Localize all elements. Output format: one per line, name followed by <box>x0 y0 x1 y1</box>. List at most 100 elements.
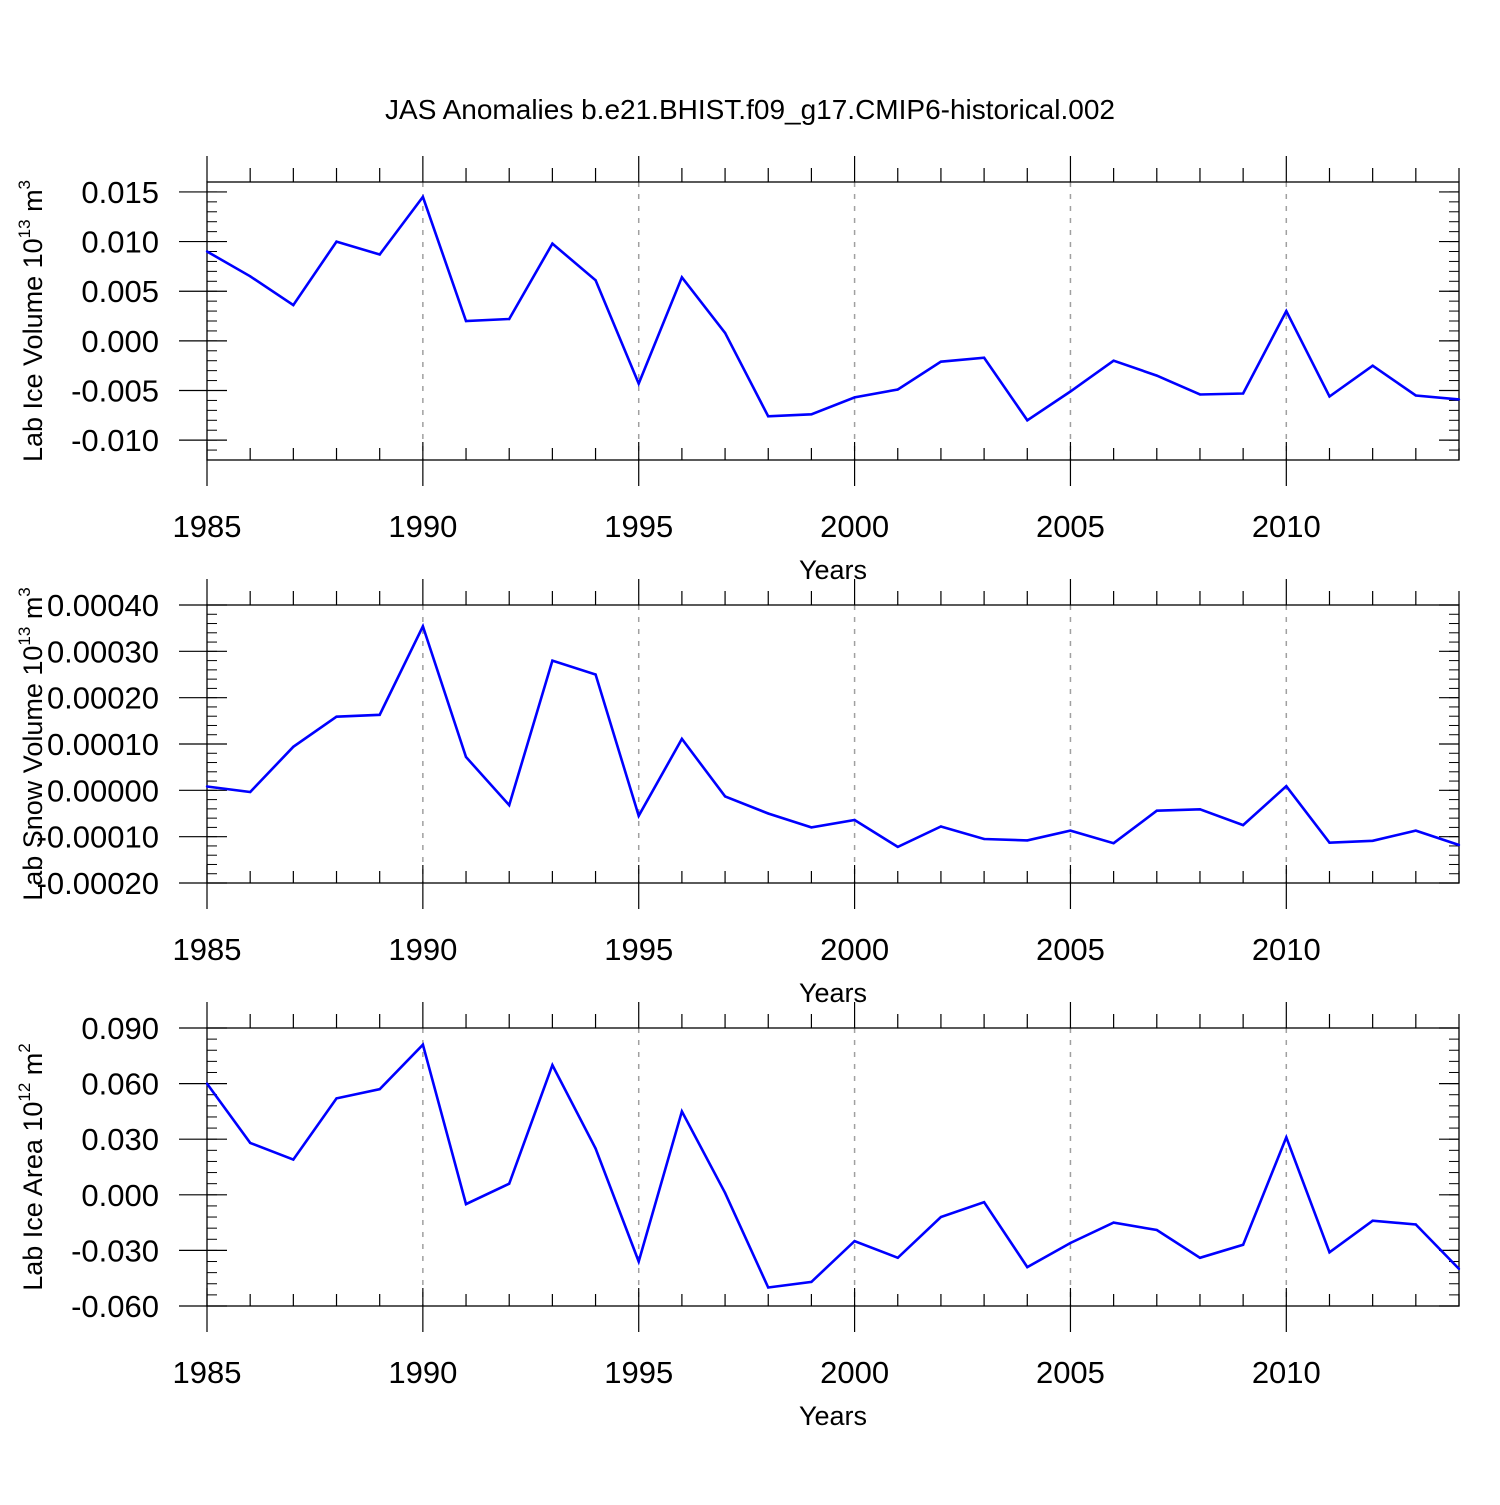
x-tick-label: 1985 <box>173 932 242 967</box>
data-point <box>464 1202 468 1206</box>
data-point <box>767 415 770 418</box>
data-point <box>378 713 381 717</box>
data-point <box>378 253 381 256</box>
data-point <box>1026 1265 1029 1269</box>
y-tick-label: 0.00010 <box>47 727 159 762</box>
data-point <box>551 1063 554 1067</box>
series-line <box>206 194 1460 423</box>
x-axis-label: Years <box>799 555 867 585</box>
data-point <box>1026 419 1029 422</box>
y-axis-label-unit-exponent: 2 <box>15 1043 34 1052</box>
data-point <box>594 1147 597 1150</box>
y-tick-label: -0.030 <box>71 1233 159 1268</box>
y-tick-label: 0.00040 <box>47 588 159 623</box>
data-point <box>248 790 252 794</box>
x-tick-label: 1995 <box>604 1355 673 1390</box>
x-tick-label: 2005 <box>1036 509 1105 544</box>
data-point <box>1285 784 1288 788</box>
data-point <box>723 795 727 798</box>
data-point <box>939 360 943 363</box>
data-point <box>1112 359 1115 362</box>
data-point <box>1241 1243 1245 1247</box>
data-point <box>1155 809 1158 812</box>
y-tick-label: 0.030 <box>81 1122 159 1157</box>
data-point <box>421 195 425 199</box>
panels: -0.010 -0.005 0.000 0.005 0.010 0.015 1985 1990… <box>15 156 1461 1431</box>
y-axis-label-unit: m <box>18 1053 48 1083</box>
y-axis-label-text: Lab Snow Volume 10 <box>18 646 48 901</box>
y-axis-label-exponent: 13 <box>15 219 34 238</box>
y-tick-label: 0.00000 <box>47 773 159 808</box>
data-point <box>637 814 640 818</box>
y-axis-label-unit-exponent: 3 <box>15 180 34 189</box>
x-tick-label: 1995 <box>604 509 673 544</box>
data-point <box>853 396 856 399</box>
x-tick-label: 2010 <box>1252 1355 1321 1390</box>
data-point <box>594 673 597 676</box>
data-point <box>810 826 813 829</box>
data-point <box>767 1286 770 1289</box>
data-point <box>1414 1223 1418 1226</box>
data-point <box>982 1201 986 1204</box>
y-tick-label: -0.060 <box>71 1289 159 1324</box>
panel-3: -0.060 -0.030 0.000 0.030 0.060 0.090 1985 1990… <box>15 1002 1461 1431</box>
data-point <box>1328 1251 1331 1254</box>
data-point <box>637 382 640 385</box>
y-axis-label-text: Lab Ice Area 10 <box>18 1102 48 1291</box>
data-point <box>1414 829 1418 832</box>
data-point <box>853 1239 856 1243</box>
data-point <box>551 659 554 662</box>
y-tick-label: -0.010 <box>71 423 159 458</box>
y-tick-label: 0.000 <box>81 1178 159 1213</box>
y-tick-label: 0.005 <box>81 274 159 309</box>
y-tick-label: 0.090 <box>81 1011 159 1046</box>
y-axis-label: Lab Snow Volume 1013 m3 <box>15 587 48 901</box>
y-axis-label-text: Lab Ice Volume 10 <box>18 238 48 462</box>
data-point <box>551 242 554 245</box>
data-point <box>723 1191 727 1195</box>
x-tick-label: 1990 <box>388 509 457 544</box>
data-point <box>594 279 597 282</box>
y-axis-label-exponent: 13 <box>15 627 34 646</box>
x-tick-label: 2005 <box>1036 1355 1105 1390</box>
y-axis-label: Lab Ice Volume 1013 m3 <box>15 180 48 462</box>
data-point <box>1069 829 1072 832</box>
chart-title: JAS Anomalies b.e21.BHIST.f09_g17.CMIP6-… <box>385 94 1115 125</box>
series-line <box>205 1042 1460 1289</box>
data-point <box>896 845 899 849</box>
x-tick-label: 1995 <box>604 932 673 967</box>
data-point <box>1457 398 1461 401</box>
data-point <box>680 737 684 741</box>
panel-1: -0.010 -0.005 0.000 0.005 0.010 0.015 1985 1990… <box>15 156 1461 585</box>
data-point <box>1371 1219 1374 1222</box>
y-axis-label-unit-exponent: 3 <box>15 587 34 596</box>
y-axis-label-exponent: 12 <box>15 1083 34 1102</box>
x-tick-label: 2005 <box>1036 932 1105 967</box>
data-point <box>248 1141 252 1145</box>
data-point <box>810 413 813 416</box>
data-point <box>1371 839 1374 843</box>
data-point <box>1198 393 1202 396</box>
data-point <box>421 625 425 628</box>
data-point <box>1285 309 1288 313</box>
plot-frame <box>206 604 1460 884</box>
data-point <box>1414 394 1418 397</box>
x-tick-label: 2010 <box>1252 509 1321 544</box>
data-point <box>939 825 943 828</box>
data-point <box>1328 395 1331 398</box>
data-point <box>1198 808 1202 811</box>
x-tick-label: 2010 <box>1252 932 1321 967</box>
data-point <box>1198 1256 1202 1260</box>
panel-2: -0.00020 -0.00010 0.00000 0.00010 0.00020 0.0… <box>15 579 1461 1008</box>
x-tick-label: 2000 <box>820 1355 889 1390</box>
y-tick-label: -0.005 <box>71 374 159 409</box>
x-tick-label: 1990 <box>388 932 457 967</box>
data-point <box>982 356 986 359</box>
data-point <box>248 275 252 278</box>
y-tick-label: 0.00020 <box>47 681 159 716</box>
data-point <box>508 803 511 807</box>
data-point <box>335 1097 338 1100</box>
data-point <box>896 1256 899 1260</box>
